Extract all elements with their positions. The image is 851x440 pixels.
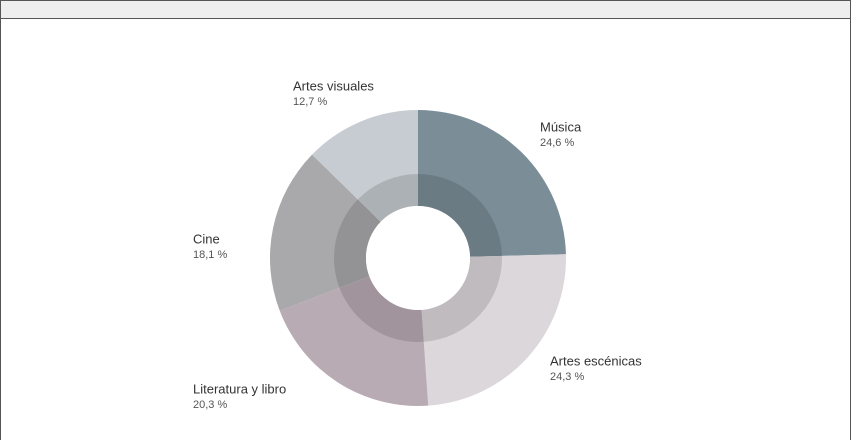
slice-label: Artes escénicas: [550, 353, 642, 368]
slice-value-label: 20,3 %: [193, 399, 227, 411]
slice-inner-ring: [357, 174, 418, 222]
slice-label: Música: [540, 119, 582, 134]
top-bar: [0, 0, 851, 19]
slice-label: Artes visuales: [293, 78, 374, 93]
slice: [418, 110, 566, 257]
slice-inner-ring: [334, 199, 381, 288]
slice-value-label: 24,3 %: [550, 371, 584, 383]
slice: [279, 276, 429, 406]
slice-value-label: 12,7 %: [293, 96, 327, 108]
slice-inner-ring: [339, 276, 424, 342]
slice: [312, 110, 418, 222]
donut-hole: [366, 206, 470, 310]
slice: [421, 254, 566, 406]
slice-inner-ring: [421, 255, 502, 342]
slice-value-label: 24,6 %: [540, 137, 574, 149]
slice-value-label: 18,1 %: [193, 249, 227, 261]
slice-label: Cine: [193, 231, 220, 246]
slice: [270, 154, 381, 311]
slice-label: Literatura y libro: [193, 381, 286, 396]
slice-inner-ring: [418, 174, 502, 257]
